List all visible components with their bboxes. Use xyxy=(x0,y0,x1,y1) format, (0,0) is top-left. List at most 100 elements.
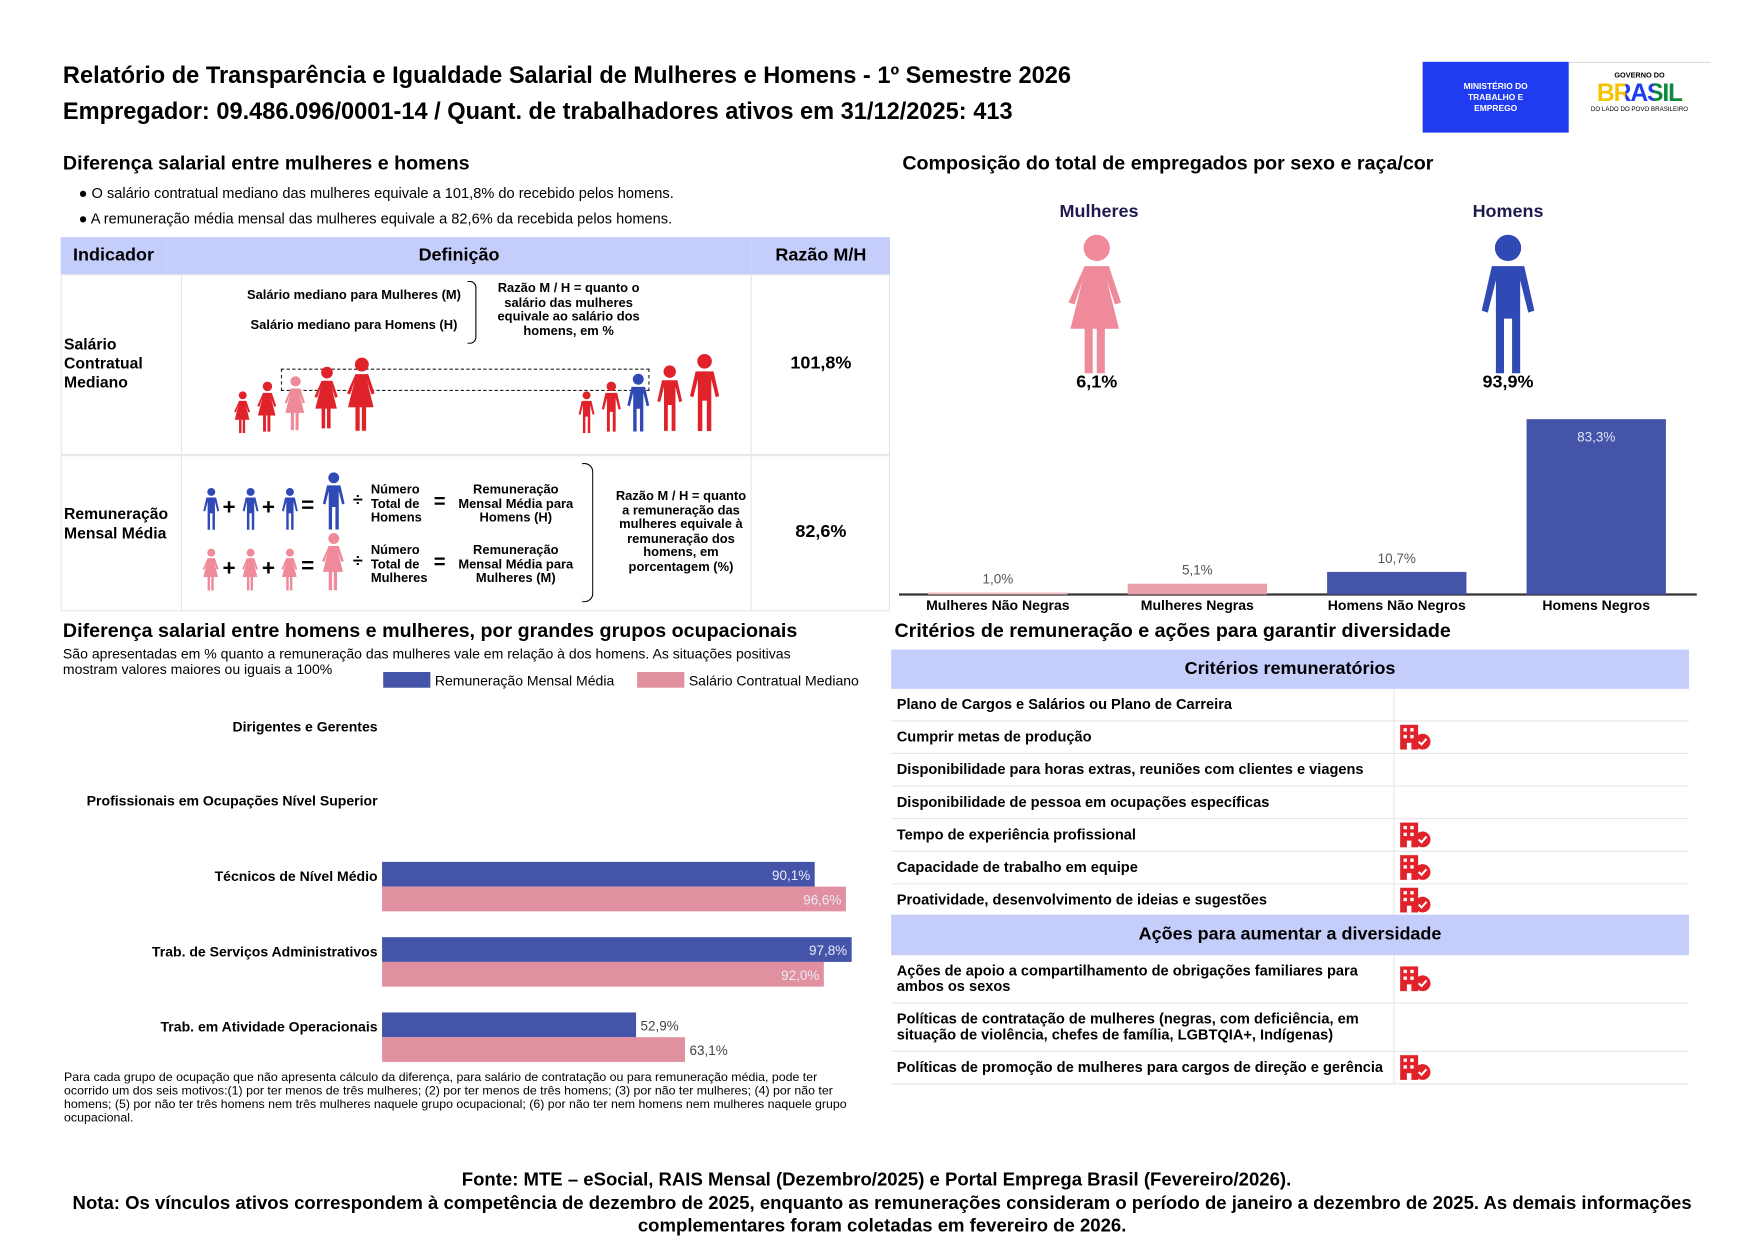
category-label: Mulheres Não Negras xyxy=(926,597,1070,613)
bar-label: 96,6% xyxy=(803,893,841,908)
result-women: Remuneração Mensal Média para Mulheres (… xyxy=(458,543,574,586)
median-people-illustration xyxy=(234,353,720,434)
def-ratio-median: Razão M / H = quanto o salário das mulhe… xyxy=(497,282,640,338)
legend-label: Salário Contratual Mediano xyxy=(689,672,859,688)
criteria-label: Proatividade, desenvolvimento de ideias … xyxy=(896,890,1267,908)
company-check-icon xyxy=(1399,886,1433,913)
men-pct: 93,9% xyxy=(1482,373,1534,393)
criteria-row: Disponibilidade de pessoa em ocupações e… xyxy=(891,786,1689,820)
occupational-title: Diferença salarial entre homens e mulher… xyxy=(62,619,798,642)
category-label: Trab. de Serviços Administrativos xyxy=(152,943,378,959)
bar xyxy=(928,592,1068,595)
indicator-average: Remuneração Mensal Média xyxy=(64,504,169,542)
col-indicator: Indicador xyxy=(60,237,167,275)
bar-label: 92,0% xyxy=(781,968,819,983)
bar xyxy=(1127,583,1267,595)
median-dashed-line xyxy=(280,368,650,392)
criteria-label: Políticas de promoção de mulheres para c… xyxy=(896,1058,1384,1076)
bar xyxy=(382,886,846,912)
bullet-text: A remuneração média mensal das mulheres … xyxy=(90,210,673,227)
col-divider xyxy=(1393,955,1395,1003)
col-divider xyxy=(1393,1003,1395,1051)
col-divider xyxy=(1393,1051,1395,1084)
def-men-median: Salário mediano para Homens (H) xyxy=(250,319,458,333)
bar xyxy=(382,1012,637,1038)
svg-text:+: + xyxy=(262,495,275,520)
ratio-median-value: 101,8% xyxy=(790,353,852,374)
col-divider xyxy=(1393,721,1395,753)
criteria-label: Políticas de contratação de mulheres (ne… xyxy=(896,1010,1359,1043)
man-icon xyxy=(1481,234,1535,374)
company-check-icon xyxy=(1399,1054,1433,1081)
occupational-bar-chart: Remuneração Mensal Média Salário Contratu… xyxy=(87,671,859,1062)
company-check-icon xyxy=(1399,724,1433,751)
criteria-label: Disponibilidade de pessoa em ocupações e… xyxy=(896,793,1270,811)
woman-icon xyxy=(1068,234,1122,374)
average-formula-illustration: + + = + + = xyxy=(202,472,345,591)
svg-text:=: = xyxy=(301,492,314,517)
bar-label: 90,1% xyxy=(772,868,810,883)
composition-title: Composição do total de empregados por se… xyxy=(902,151,1434,175)
bar-label: 5,1% xyxy=(1182,563,1213,578)
salary-diff-title: Diferença salarial entre mulheres e home… xyxy=(62,151,470,175)
bar xyxy=(382,1037,686,1062)
company-check-icon xyxy=(1399,965,1433,992)
occupational-footnote: Para cada grupo de ocupação que não apre… xyxy=(64,1070,847,1125)
government-logo: GOVERNO DO BRASIL DO LADO DO POVO BRASIL… xyxy=(1568,61,1711,133)
criteria-row: Políticas de contratação de mulheres (ne… xyxy=(891,1003,1689,1052)
category-label: Trab. em Atividade Operacionais xyxy=(161,1019,378,1035)
bar xyxy=(382,937,852,962)
ministry-logo-text: MINISTÉRIO DO TRABALHO E EMPREGO xyxy=(1463,80,1528,113)
occupational-subtitle: São apresentadas em % quanto a remuneraç… xyxy=(62,646,791,678)
category-label: Profissionais em Ocupações Nível Superio… xyxy=(87,793,378,809)
count-men: Número Total de Homens xyxy=(370,483,422,525)
col-divider xyxy=(1393,688,1395,721)
col-divider xyxy=(1393,884,1395,915)
employer-info: Empregador: 09.486.096/0001-14 / Quant. … xyxy=(62,98,1013,125)
category-label: Dirigentes e Gerentes xyxy=(233,719,378,735)
brace xyxy=(467,280,477,344)
bar-label: 97,8% xyxy=(809,943,847,958)
women-pct: 6,1% xyxy=(1076,373,1118,393)
bullet-1: ● O salário contratual mediano das mulhe… xyxy=(78,184,674,202)
category-label: Homens Não Negros xyxy=(1328,597,1466,613)
legend-label: Remuneração Mensal Média xyxy=(435,672,615,688)
criteria-label: Plano de Cargos e Salários ou Plano de C… xyxy=(896,695,1233,713)
criteria-row: Tempo de experiência profissional xyxy=(891,819,1689,852)
diversity-section-header: Ações para aumentar a diversidade xyxy=(891,914,1689,956)
criteria-label: Disponibilidade para horas extras, reuni… xyxy=(896,760,1364,778)
bullet-text: O salário contratual mediano das mulhere… xyxy=(91,184,674,202)
bar-label: 52,9% xyxy=(641,1018,679,1033)
equals-icon: = xyxy=(433,489,446,513)
criteria-label: Ações de apoio a compartilhamento de obr… xyxy=(896,961,1358,995)
category-label: Homens Negros xyxy=(1542,597,1650,613)
svg-text:+: + xyxy=(262,555,275,580)
count-women: Número Total de Mulheres xyxy=(370,543,428,586)
bar xyxy=(1327,571,1467,595)
col-definition: Definição xyxy=(166,237,752,275)
criteria-row: Plano de Cargos e Salários ou Plano de C… xyxy=(891,688,1689,722)
bullet-2: ● A remuneração média mensal das mulhere… xyxy=(78,210,673,227)
bar xyxy=(382,961,824,987)
bar xyxy=(1526,419,1666,595)
women-label: Mulheres xyxy=(1059,202,1139,222)
company-check-icon xyxy=(1399,821,1433,848)
col-divider xyxy=(1393,786,1395,819)
criteria-section-header: Critérios remuneratórios xyxy=(891,649,1689,689)
legend-swatch xyxy=(637,671,685,688)
footer-note: Nota: Os vínculos ativos correspondem à … xyxy=(72,1193,1692,1237)
col-divider xyxy=(1393,851,1395,884)
ratio-average-value: 82,6% xyxy=(795,522,847,542)
table-row-average xyxy=(60,455,890,612)
divide-icon: ÷ xyxy=(352,491,363,511)
bar-label: 63,1% xyxy=(690,1043,728,1058)
col-divider xyxy=(180,274,752,612)
criteria-row: Cumprir metas de produção xyxy=(891,721,1689,755)
col-divider xyxy=(1393,754,1395,786)
gov-logo-main: BRASIL xyxy=(1569,79,1711,107)
svg-text:=: = xyxy=(301,553,314,578)
divide-icon: ÷ xyxy=(352,551,363,571)
def-ratio-average: Razão M / H = quanto a remuneração das m… xyxy=(615,489,747,574)
brace xyxy=(582,462,594,603)
criteria-title: Critérios de remuneração e ações para ga… xyxy=(894,619,1451,642)
